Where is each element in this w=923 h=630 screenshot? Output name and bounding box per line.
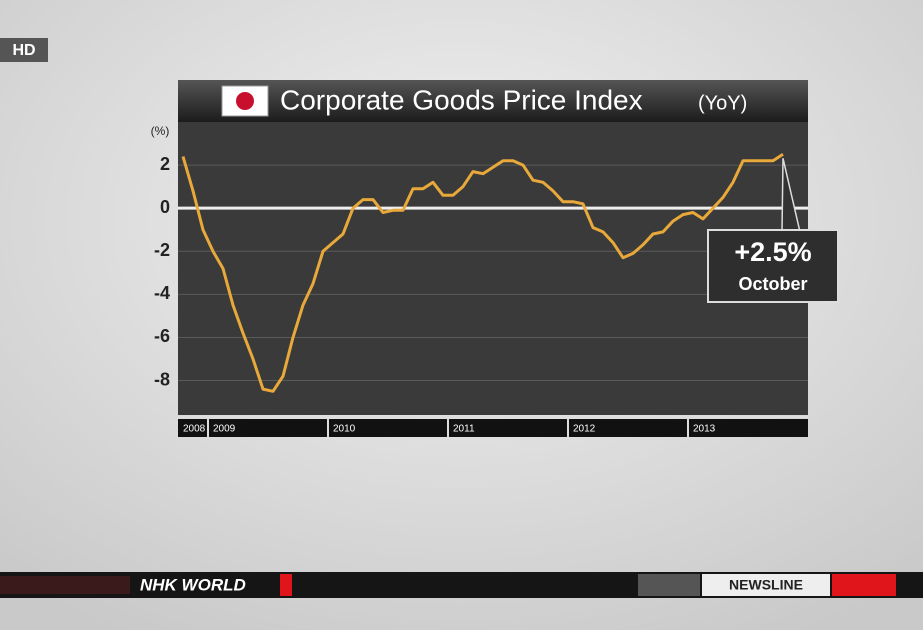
ticker-segment [0, 576, 130, 594]
y-tick-label: 0 [160, 197, 170, 217]
x-tick-label: 2010 [333, 424, 356, 435]
flag-sun [236, 92, 254, 110]
chart-subtitle: (YoY) [698, 92, 747, 114]
y-unit: (%) [151, 124, 170, 138]
series-line [181, 153, 784, 393]
y-tick-label: -2 [154, 240, 170, 260]
x-axis-strip [178, 419, 808, 437]
ticker-segment [280, 574, 292, 596]
hd-badge [0, 38, 48, 62]
x-tick-label: 2011 [453, 424, 475, 435]
x-tick-label: 2008 [183, 424, 206, 435]
hd-text: HD [12, 42, 35, 59]
ticker-segment [832, 574, 896, 596]
y-tick-label: -6 [154, 326, 170, 346]
program-box [702, 574, 830, 596]
title-bar [178, 80, 808, 122]
chart-title: Corporate Goods Price Index [280, 84, 643, 115]
ticker-segment [638, 574, 700, 596]
program-name: NEWSLINE [729, 577, 803, 593]
flag [221, 85, 269, 117]
y-tick-label: -8 [154, 369, 170, 389]
x-tick-label: 2012 [573, 424, 596, 435]
plot-area [178, 122, 808, 415]
y-tick-label: 2 [160, 154, 170, 174]
callout-box [707, 229, 839, 303]
callout-value: +2.5% [734, 237, 811, 267]
x-tick-label: 2009 [213, 424, 236, 435]
x-tick-label: 2013 [693, 424, 716, 435]
y-tick-label: -4 [154, 283, 170, 303]
channel-name: NHK WORLD [140, 575, 246, 594]
callout-month: October [738, 274, 807, 294]
